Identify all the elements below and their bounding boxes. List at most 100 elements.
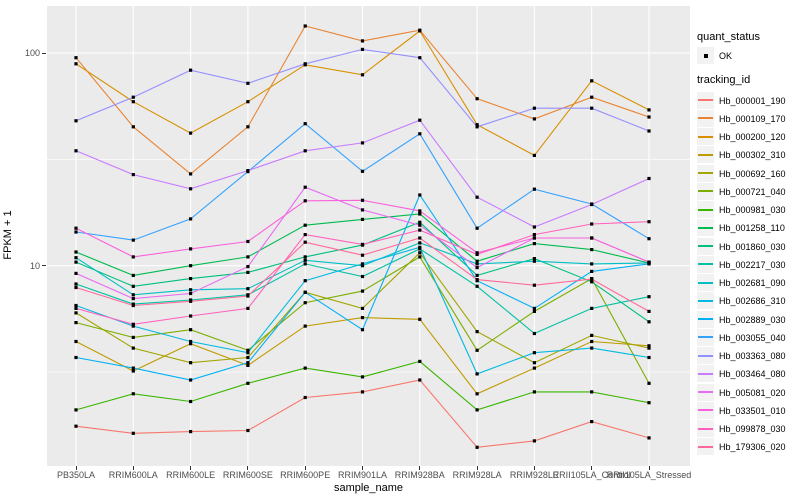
data-point: [360, 390, 365, 394]
data-point: [131, 369, 135, 373]
data-point: [303, 122, 307, 126]
data-point: [418, 241, 422, 245]
y-tick-mark: [42, 265, 46, 267]
data-point: [246, 361, 250, 365]
data-point: [590, 277, 594, 281]
data-point: [647, 401, 651, 405]
data-point: [74, 339, 78, 344]
data-point: [532, 106, 536, 110]
data-point: [189, 247, 193, 251]
data-point: [475, 372, 479, 376]
data-point: [246, 355, 250, 360]
legend-key-swatch: [697, 91, 714, 109]
legend-line-icon: [698, 372, 713, 375]
x-tick-mark: [533, 466, 535, 470]
data-point: [74, 260, 78, 264]
data-point: [647, 346, 651, 350]
data-point: [303, 395, 307, 400]
x-tick-label: RRIM600LA: [108, 470, 158, 480]
data-point: [647, 381, 651, 385]
data-point: [590, 420, 594, 424]
data-point: [647, 108, 651, 112]
legend-line-icon: [698, 208, 713, 211]
legend-key-swatch: [697, 128, 714, 145]
data-point: [360, 375, 365, 379]
data-point: [246, 351, 250, 355]
data-point: [74, 149, 78, 153]
legend-key-swatch: [697, 255, 714, 273]
legend-key-ok: [697, 47, 714, 64]
data-point: [246, 270, 250, 274]
data-point: [532, 283, 536, 287]
legend-line-icon: [698, 427, 713, 430]
legend-label: Hb_099878_030: [719, 424, 786, 434]
data-point: [74, 282, 78, 286]
data-point: [303, 223, 307, 227]
data-point: [189, 399, 193, 404]
data-point: [246, 100, 250, 104]
data-point: [74, 226, 78, 230]
legend-key-swatch: [697, 438, 714, 456]
legend-line-icon: [698, 153, 713, 156]
plot-canvas: [47, 6, 690, 466]
data-point: [475, 273, 479, 277]
data-point: [360, 169, 365, 173]
data-point: [74, 285, 78, 290]
data-point: [189, 131, 193, 135]
x-tick-mark: [476, 466, 478, 470]
legend-label: Hb_000001_190: [719, 95, 786, 106]
data-point: [475, 97, 479, 101]
data-point: [360, 264, 365, 268]
data-point: [532, 225, 536, 229]
x-tick-label: RRII105LA_Stressed: [606, 470, 692, 480]
legend-title-quant-status: quant_status: [697, 31, 760, 43]
data-point: [590, 339, 594, 344]
data-point: [74, 62, 78, 66]
data-point: [475, 252, 479, 256]
legend-key-swatch: [697, 420, 714, 437]
data-point: [189, 217, 193, 221]
data-point: [246, 306, 250, 310]
data-point: [475, 259, 479, 263]
x-tick-mark: [591, 466, 593, 470]
data-point: [303, 366, 307, 370]
data-point: [74, 303, 78, 308]
legend-key-swatch: [697, 219, 714, 237]
legend-line-icon: [698, 281, 713, 284]
data-point: [590, 95, 594, 99]
data-point: [418, 193, 422, 197]
legend-key-swatch: [697, 383, 714, 401]
data-point: [189, 299, 193, 303]
data-point: [303, 255, 307, 259]
data-point: [532, 366, 536, 370]
data-point: [131, 95, 135, 99]
data-point: [475, 348, 479, 352]
data-point: [647, 176, 651, 181]
legend-label: Hb_003363_080: [719, 351, 786, 361]
data-point: [246, 239, 250, 244]
data-point: [532, 187, 536, 191]
legend-key-swatch: [697, 109, 714, 127]
data-point: [74, 408, 78, 412]
legend-label: Hb_002889_030: [719, 314, 786, 325]
legend-label: Hb_002217_030: [719, 259, 786, 270]
legend-label: Hb_003055_040: [719, 332, 786, 343]
legend-key-swatch: [697, 182, 714, 200]
x-tick-label: RRIM600LE: [166, 470, 216, 480]
data-point: [360, 328, 365, 332]
data-point: [131, 100, 135, 104]
legend-label: Hb_000200_120: [719, 132, 786, 142]
data-point: [418, 132, 422, 136]
legend-line-icon: [698, 445, 713, 448]
data-point: [74, 321, 78, 325]
data-point: [74, 56, 78, 60]
data-point: [303, 233, 307, 237]
data-point: [475, 251, 479, 255]
data-point: [418, 209, 422, 213]
data-point: [189, 172, 193, 176]
data-point: [532, 309, 536, 313]
x-tick-label: RRIM600PE: [280, 470, 331, 480]
data-point: [475, 125, 479, 129]
data-point: [360, 47, 365, 51]
